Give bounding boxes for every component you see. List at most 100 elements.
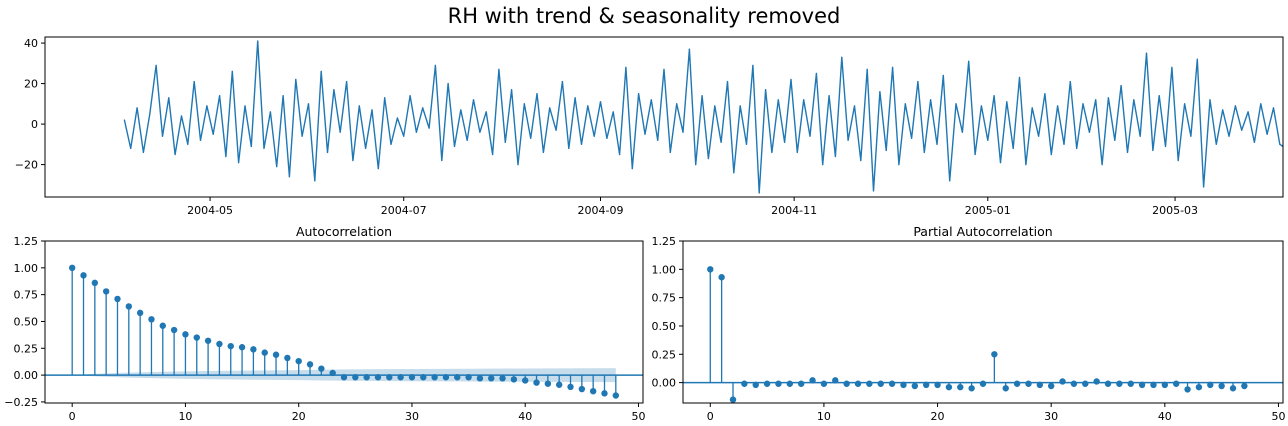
acf-marker [420,374,427,381]
rh-data-point [1120,85,1122,87]
pacf-marker [1059,378,1066,385]
pacf-marker [1002,385,1009,392]
rh-data-point [238,162,240,164]
rh-y-tick-label: 0 [31,118,38,131]
rh-data-point [1082,103,1084,105]
pacf-y-tick-label: 1.00 [652,263,677,276]
acf-marker [386,374,393,381]
rh-data-point [466,139,468,141]
rh-data-point [1101,164,1103,166]
acf-marker [284,354,291,362]
rh-data-point [193,81,195,83]
pacf-marker [1241,382,1248,390]
pacf-marker [1036,381,1044,389]
rh-data-point [180,115,183,117]
acf-marker [431,374,438,381]
acf-marker [454,374,461,381]
rh-x-tick-label: 2005-03 [1152,204,1198,217]
acf-marker [250,346,257,353]
rh-data-point [396,117,398,119]
acf-y-tick-label: 1.25 [14,235,39,248]
rh-data-point [422,107,424,109]
rh-data-point [288,176,290,178]
rh-data-point [606,137,608,139]
rh-data-point [390,143,392,145]
pacf-marker [1070,380,1078,387]
rh-data-point [434,64,436,66]
pacf-marker [888,380,896,387]
rh-data-point [536,93,538,95]
rh-data-point [472,99,475,101]
pacf-marker [797,380,805,387]
acf-marker [340,374,348,381]
rh-data-point [428,127,430,129]
rh-data-point [1222,109,1224,111]
rh-data-point [1152,149,1154,151]
rh-data-point [301,135,303,137]
rh-data-point [555,129,557,131]
rh-data-point [771,151,773,153]
acf-marker [170,326,178,334]
acf-y-tick-label: 0.75 [14,289,39,302]
rh-y-tick-label: 40 [24,37,38,50]
rh-data-point [987,139,989,141]
acf-x-tick-label: 0 [69,410,76,423]
rh-data-point [149,113,151,115]
rh-data-point [339,131,341,133]
acf-marker [329,369,336,377]
rh-data-point [682,131,684,133]
acf-marker [295,357,302,365]
pacf-marker [741,380,748,387]
rh-data-point [1025,164,1027,166]
rh-data-point [1063,143,1065,145]
rh-data-point [650,99,652,101]
acf-marker [114,295,121,303]
rh-data-point [644,133,646,135]
pacf-title: Partial Autocorrelation [913,224,1052,239]
rh-data-point [733,172,735,174]
rh-data-point [1190,135,1192,137]
rh-data-point [955,103,957,105]
acf-axes-frame [44,240,644,404]
rh-data-point [866,68,868,70]
rh-data-point [1076,147,1078,149]
pacf-marker [922,381,930,389]
acf-marker [352,374,359,381]
rh-data-point [307,103,310,105]
rh-data-point [561,81,564,83]
rh-data-point [625,66,627,68]
rh-data-point [365,147,367,149]
pacf-marker [1161,381,1169,389]
pacf-y-tick-label: 0.75 [652,292,677,305]
rh-x-tick-label: 2005-01 [965,204,1011,217]
acf-marker [374,374,382,381]
rh-data-point [777,99,779,101]
rh-data-point [587,105,589,107]
rh-data-point [796,151,798,153]
acf-marker [578,385,586,393]
acf-marker [612,392,620,399]
pacf-marker [945,383,953,391]
rh-data-point [346,81,348,83]
rh-data-point [669,151,671,153]
rh-data-point [701,95,703,97]
acf-marker [589,387,597,395]
acf-marker [182,331,189,338]
rh-data-point [130,147,132,149]
pacf-marker [911,382,919,390]
rh-data-point [479,131,481,133]
rh-data-point [352,159,354,162]
acf-marker [204,337,212,344]
rh-data-point [1266,133,1268,135]
rh-data-point [244,105,246,107]
rh-x-tick-label: 2004-09 [578,204,624,217]
rh-data-point [1145,52,1148,54]
pacf-marker [1116,380,1123,387]
rh-data-point [460,109,462,111]
rh-data-point [930,99,932,101]
rh-x-tick-label: 2004-05 [187,204,233,217]
rh-data-point [961,131,964,133]
rh-data-point [1279,143,1281,145]
acf-y-tick-label: 0.00 [14,369,39,382]
rh-data-point [187,143,189,145]
